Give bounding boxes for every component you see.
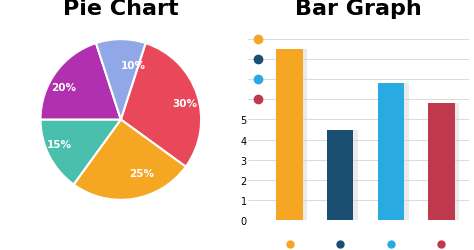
Wedge shape <box>121 44 201 167</box>
Bar <box>281 50 307 220</box>
Text: 20%: 20% <box>52 83 77 93</box>
Text: 15%: 15% <box>47 140 72 150</box>
Bar <box>382 84 409 220</box>
Text: 25%: 25% <box>129 169 155 179</box>
Bar <box>433 104 459 220</box>
Bar <box>276 50 303 220</box>
Bar <box>378 84 404 220</box>
Wedge shape <box>96 40 146 120</box>
Title: Bar Graph: Bar Graph <box>295 0 422 18</box>
Title: Pie Chart: Pie Chart <box>63 0 179 18</box>
Bar <box>428 104 455 220</box>
Text: 10%: 10% <box>121 60 146 70</box>
Wedge shape <box>40 44 121 120</box>
Bar <box>332 130 358 220</box>
Wedge shape <box>73 120 186 200</box>
Text: 30%: 30% <box>173 98 198 108</box>
Bar <box>327 130 354 220</box>
Wedge shape <box>40 120 121 185</box>
